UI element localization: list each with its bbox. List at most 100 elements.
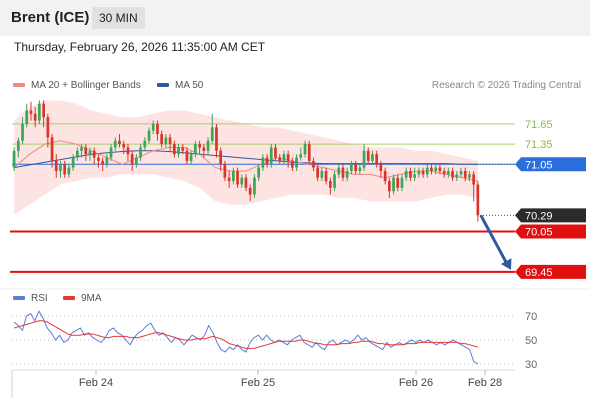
candle bbox=[135, 154, 138, 168]
candle-body bbox=[50, 137, 54, 161]
candle bbox=[350, 160, 353, 175]
candle bbox=[113, 137, 117, 151]
candle-body bbox=[257, 167, 260, 178]
candle-body bbox=[219, 150, 222, 165]
projection-arrow-line bbox=[479, 214, 509, 265]
candle-body bbox=[59, 164, 62, 171]
candle-body bbox=[383, 171, 387, 182]
candle-body bbox=[227, 177, 231, 182]
candle-body bbox=[126, 147, 130, 155]
candle bbox=[442, 167, 446, 178]
candle bbox=[320, 167, 324, 182]
candle-body bbox=[122, 144, 126, 148]
candle-body bbox=[320, 171, 324, 178]
candle-body bbox=[354, 164, 357, 171]
candle bbox=[33, 107, 37, 128]
candle bbox=[265, 154, 269, 168]
candle-body bbox=[366, 150, 370, 161]
candle bbox=[472, 171, 475, 202]
candle-body bbox=[286, 154, 290, 161]
candle bbox=[274, 144, 277, 161]
candle-body bbox=[388, 181, 391, 192]
candle bbox=[139, 144, 142, 161]
rsi-9ma-line bbox=[13, 320, 479, 349]
candle bbox=[181, 144, 185, 155]
level-tag-71.05: 71.05 bbox=[515, 157, 586, 172]
candle bbox=[156, 120, 159, 141]
candle bbox=[219, 147, 222, 171]
candle bbox=[269, 144, 273, 168]
rsi-swatch bbox=[13, 296, 25, 301]
ma50-line bbox=[14, 150, 478, 169]
9ma-swatch bbox=[63, 296, 75, 301]
candle bbox=[109, 144, 113, 161]
level-label: 71.35 bbox=[525, 139, 553, 151]
candle bbox=[12, 147, 16, 171]
candle bbox=[84, 144, 88, 161]
level-tag-bg bbox=[515, 224, 586, 239]
candle bbox=[185, 147, 189, 165]
candle-body bbox=[396, 177, 400, 188]
candle bbox=[126, 144, 130, 161]
timeframe-button[interactable]: 30 MIN bbox=[92, 7, 145, 29]
candle-body bbox=[71, 157, 75, 168]
legend-rsi-label: RSI bbox=[31, 293, 48, 304]
candle bbox=[151, 120, 155, 134]
rsi-tick-label: 70 bbox=[525, 311, 537, 323]
candle bbox=[198, 140, 201, 155]
candle-body bbox=[215, 127, 218, 151]
candle bbox=[67, 164, 71, 178]
candle bbox=[404, 167, 408, 182]
candle-body bbox=[438, 167, 442, 171]
candle bbox=[25, 103, 29, 128]
candle bbox=[88, 147, 92, 161]
rsi-tick-label: 30 bbox=[525, 359, 537, 371]
x-tick-label: Feb 25 bbox=[241, 377, 275, 389]
candle bbox=[468, 171, 471, 182]
candle bbox=[59, 160, 62, 178]
candle bbox=[324, 167, 328, 185]
x-tick-label: Feb 26 bbox=[399, 377, 433, 389]
legend-ma20-label: MA 20 + Bollinger Bands bbox=[31, 80, 141, 91]
candle-body bbox=[312, 160, 315, 168]
candle bbox=[396, 174, 400, 192]
candle bbox=[63, 160, 66, 178]
candle bbox=[46, 113, 50, 148]
candle bbox=[227, 171, 231, 188]
candle bbox=[105, 154, 109, 168]
candle-body bbox=[109, 147, 113, 158]
candle bbox=[282, 150, 286, 165]
candle bbox=[388, 177, 391, 198]
candle bbox=[101, 157, 104, 171]
candle bbox=[303, 140, 307, 158]
candle bbox=[80, 144, 83, 158]
candle bbox=[130, 150, 134, 171]
header-bar: Brent (ICE) 30 MIN bbox=[0, 0, 590, 36]
candle bbox=[371, 150, 374, 165]
candle-body bbox=[282, 154, 286, 161]
candle bbox=[362, 144, 366, 171]
candle-body bbox=[324, 171, 328, 182]
candle bbox=[463, 167, 467, 182]
ma20-swatch bbox=[13, 83, 25, 88]
candle-body bbox=[375, 154, 378, 165]
candle bbox=[430, 164, 433, 175]
candle bbox=[240, 174, 244, 188]
candle-body bbox=[223, 164, 227, 178]
candle-body bbox=[316, 167, 319, 178]
candle-body bbox=[392, 177, 395, 192]
candle bbox=[50, 134, 54, 168]
candle bbox=[307, 140, 311, 165]
candle bbox=[291, 157, 294, 171]
candle-body bbox=[198, 144, 201, 148]
candle-body bbox=[143, 140, 147, 148]
level-tag-70.05: 70.05 bbox=[515, 224, 586, 239]
projection-arrow-head bbox=[500, 258, 512, 270]
candle-body bbox=[206, 140, 210, 151]
candle-body bbox=[46, 117, 50, 138]
candle-body bbox=[88, 150, 92, 155]
candle-body bbox=[240, 177, 244, 185]
candle-body bbox=[168, 137, 172, 145]
candle-body bbox=[130, 154, 134, 165]
